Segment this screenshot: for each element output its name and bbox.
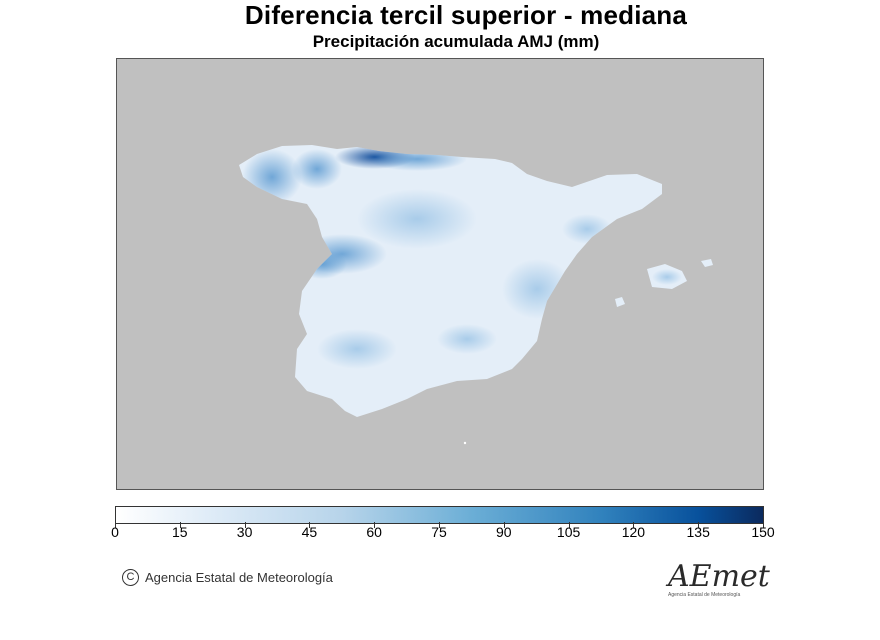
colorbar-tick bbox=[568, 522, 570, 528]
aemet-logo: AEmet Agencia Estatal de Meteorología bbox=[665, 559, 771, 598]
colorbar-tick-label: 0 bbox=[111, 524, 119, 540]
credit-text: Agencia Estatal de Meteorología bbox=[145, 570, 333, 585]
map-panel bbox=[116, 58, 764, 490]
precipitation-map bbox=[117, 59, 763, 489]
colorbar-tick-label: 120 bbox=[621, 524, 646, 540]
colorbar-tick-label: 75 bbox=[431, 524, 447, 540]
colorbar-tick-label: 45 bbox=[301, 524, 318, 540]
colorbar-ticks bbox=[115, 522, 764, 528]
credit-line: C Agencia Estatal de Meteorología bbox=[122, 569, 333, 586]
logo-subtext: Agencia Estatal de Meteorología bbox=[668, 592, 740, 598]
colorbar-tick-label: 60 bbox=[366, 524, 382, 540]
colorbar-tick bbox=[179, 522, 181, 528]
colorbar-tick bbox=[503, 522, 505, 528]
colorbar-tick-label: 30 bbox=[236, 524, 253, 540]
copyright-icon: C bbox=[122, 569, 139, 586]
colorbar-tick bbox=[244, 522, 246, 528]
colorbar-tick-label: 150 bbox=[751, 524, 775, 540]
colorbar-tick bbox=[633, 522, 635, 528]
colorbar-tick-label: 135 bbox=[686, 524, 710, 540]
colorbar-tick-label: 105 bbox=[556, 524, 581, 540]
logo-text: AEmet bbox=[665, 559, 771, 594]
colorbar-tick bbox=[439, 522, 440, 528]
colorbar-tick-label: 90 bbox=[496, 524, 512, 540]
colorbar-tick bbox=[763, 522, 764, 528]
colorbar-tick bbox=[698, 522, 700, 528]
colorbar-tick bbox=[115, 522, 116, 528]
small-island bbox=[463, 441, 467, 445]
map-title: Diferencia tercil superior - mediana bbox=[244, 0, 688, 30]
colorbar-tick-label: 15 bbox=[172, 524, 188, 540]
colorbar-tick bbox=[309, 522, 311, 528]
map-subtitle: Precipitación acumulada AMJ (mm) bbox=[312, 32, 600, 51]
colorbar-tick bbox=[374, 522, 376, 528]
